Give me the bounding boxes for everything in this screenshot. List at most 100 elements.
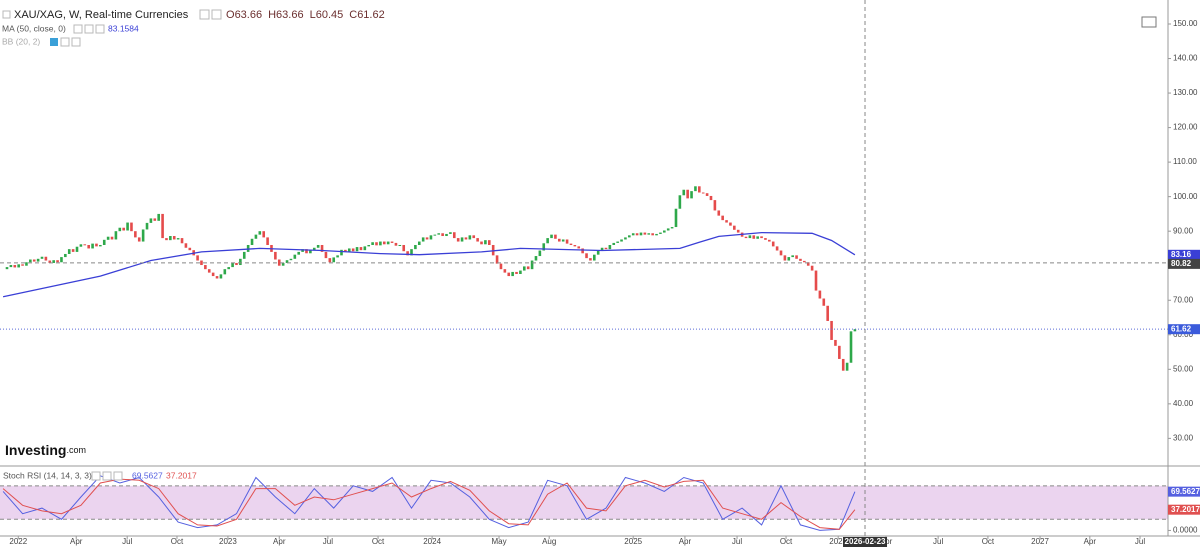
- x-tick-label: Jul: [122, 537, 132, 546]
- candle: [169, 236, 172, 241]
- candle: [791, 255, 794, 258]
- candle: [546, 238, 549, 244]
- candle: [52, 260, 55, 263]
- candle: [9, 265, 13, 268]
- candle: [285, 260, 289, 263]
- candle: [394, 242, 398, 246]
- candle: [114, 231, 118, 240]
- candle: [165, 238, 168, 241]
- candle: [324, 251, 328, 259]
- candle: [367, 244, 371, 247]
- candle: [32, 259, 36, 262]
- stoch-hide-icon[interactable]: [102, 471, 112, 481]
- candle: [106, 236, 110, 240]
- y-tick-label: 60.00: [1173, 330, 1194, 339]
- candle: [242, 251, 246, 259]
- candle: [215, 276, 219, 279]
- candle: [161, 213, 164, 239]
- candle: [795, 255, 798, 259]
- crosshair-tag: 80.82: [1171, 259, 1192, 268]
- x-tick-label: May: [491, 537, 506, 546]
- candle: [207, 269, 211, 273]
- candle: [717, 210, 721, 216]
- candle: [480, 241, 483, 245]
- candle: [756, 236, 759, 239]
- x-tick-label: Oct: [171, 537, 184, 546]
- hide-icon[interactable]: [211, 9, 222, 20]
- ma-hide-icon[interactable]: [84, 24, 94, 34]
- candle: [764, 238, 767, 240]
- candle: [188, 247, 192, 251]
- candle: [351, 248, 355, 252]
- collapse-icon[interactable]: [2, 10, 11, 19]
- candle: [647, 233, 651, 235]
- candle: [468, 235, 472, 240]
- candle: [231, 262, 234, 268]
- candle: [511, 271, 514, 277]
- ohlc-value: 63.66: [276, 9, 304, 21]
- bb-hide-icon[interactable]: [60, 37, 70, 47]
- candle: [262, 231, 266, 238]
- candle: [60, 257, 63, 263]
- ma-remove-icon[interactable]: [95, 24, 105, 34]
- logo-main: Investing: [5, 442, 66, 458]
- candle: [184, 243, 188, 248]
- candle: [589, 258, 592, 261]
- candle: [134, 231, 137, 238]
- candle: [433, 234, 437, 236]
- candle: [484, 240, 487, 245]
- candle: [655, 233, 658, 236]
- candle: [709, 195, 713, 201]
- calendar-icon[interactable]: [1141, 16, 1157, 28]
- x-tick-label: Jul: [1135, 537, 1145, 546]
- settings-icon[interactable]: [199, 9, 210, 20]
- stoch-remove-icon[interactable]: [113, 471, 123, 481]
- candle: [375, 242, 378, 246]
- candle: [530, 260, 534, 270]
- candle: [83, 244, 87, 246]
- stoch-tag-bg: [1168, 504, 1200, 515]
- candle: [834, 339, 837, 346]
- ma-legend: MA (50, close, 0): [2, 23, 66, 33]
- ma-settings-icon[interactable]: [73, 24, 83, 34]
- candle: [534, 256, 538, 261]
- y-tick-label: 100.00: [1173, 192, 1198, 201]
- candle: [371, 242, 374, 245]
- candle: [223, 269, 227, 275]
- candle: [515, 271, 518, 275]
- candle: [818, 290, 822, 299]
- candle: [822, 298, 826, 306]
- candle: [441, 233, 444, 237]
- y-tick-label: 70.00: [1173, 295, 1194, 304]
- candle: [289, 258, 293, 261]
- candle: [452, 232, 456, 239]
- candle: [760, 236, 763, 239]
- candle: [663, 230, 666, 233]
- candle: [13, 265, 17, 268]
- candle: [503, 269, 507, 273]
- crosshair-tag-bg: [1168, 258, 1200, 269]
- stoch-settings-icon[interactable]: [91, 471, 101, 481]
- candle: [814, 270, 818, 291]
- candle: [830, 320, 833, 340]
- ma-value: 83.1584: [108, 23, 139, 33]
- x-tick-label: Jul: [933, 537, 943, 546]
- plot-layer: [0, 186, 1168, 531]
- candle: [21, 264, 24, 266]
- bb-remove-icon[interactable]: [71, 37, 81, 47]
- x-tick-label: Apr: [70, 537, 83, 546]
- candle: [204, 265, 207, 270]
- bb-settings-icon[interactable]: [50, 38, 58, 46]
- candle: [616, 241, 619, 243]
- candle: [95, 243, 98, 247]
- candle: [495, 255, 499, 264]
- y-tick-label: 120.00: [1173, 123, 1198, 132]
- candle: [810, 265, 814, 271]
- candle: [651, 233, 654, 236]
- candle: [258, 231, 262, 235]
- x-tick-label: 2026: [829, 537, 847, 546]
- candle: [550, 234, 553, 239]
- candle: [266, 237, 269, 245]
- candle: [274, 251, 277, 260]
